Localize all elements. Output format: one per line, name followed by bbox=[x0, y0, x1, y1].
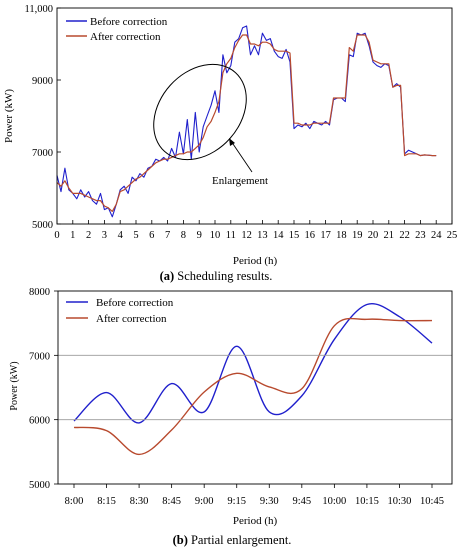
chart-b-x-tick-label: 8:30 bbox=[130, 496, 149, 507]
chart-b-x-tick-label: 8:00 bbox=[65, 496, 84, 507]
chart-a-x-tick-label: 1 bbox=[70, 230, 75, 241]
chart-b-legend: Before correction After correction bbox=[66, 297, 174, 325]
chart-a-x-tick-label: 9 bbox=[197, 230, 202, 241]
chart-a-x-tick-label: 18 bbox=[336, 230, 347, 241]
chart-b-x-tick-label: 9:15 bbox=[227, 496, 246, 507]
caption-b-label: (b) bbox=[173, 533, 188, 547]
caption-b: (b) Partial enlargement. bbox=[173, 533, 292, 547]
chart-a-plot-frame bbox=[56, 7, 453, 225]
chart-b-x-tick-label: 10:45 bbox=[420, 496, 444, 507]
chart-b-y-tick-label: 8000 bbox=[29, 287, 50, 298]
legend-label-after: After correction bbox=[90, 31, 161, 43]
chart-a-x-tick-label: 23 bbox=[415, 230, 426, 241]
enlargement-ellipse bbox=[153, 63, 247, 161]
chart-a-x-tick-label: 15 bbox=[289, 230, 300, 241]
chart-b-x-tick-label: 9:45 bbox=[292, 496, 311, 507]
caption-a: (a) Scheduling results. bbox=[160, 269, 273, 283]
chart-a-x-tick-label: 2 bbox=[86, 230, 91, 241]
chart-a-legend: Before correction After correction bbox=[66, 16, 168, 43]
chart-a-x-tick-label: 24 bbox=[431, 230, 442, 241]
chart-a-x-tick-label: 3 bbox=[102, 230, 107, 241]
chart-a-x-tick-label: 4 bbox=[118, 230, 124, 241]
chart-a: Power (kW) Period (h) Before correction … bbox=[3, 4, 457, 267]
legend-label-after: After correction bbox=[96, 313, 167, 325]
chart-b-x-tick-label: 10:15 bbox=[355, 496, 379, 507]
chart-b-x-tick-label: 10:30 bbox=[387, 496, 411, 507]
chart-a-x-tick-label: 8 bbox=[181, 230, 186, 241]
chart-b-y-tick-label: 5000 bbox=[29, 480, 50, 491]
chart-b-x-tick-label: 10:00 bbox=[322, 496, 346, 507]
chart-b-plot-frame bbox=[57, 290, 453, 485]
chart-a-y-tick-label: 5000 bbox=[32, 220, 53, 231]
chart-a-x-tick-label: 25 bbox=[447, 230, 458, 241]
chart-a-x-tick-label: 5 bbox=[133, 230, 138, 241]
chart-a-x-tick-label: 20 bbox=[368, 230, 379, 241]
chart-a-series-after-line bbox=[56, 34, 437, 212]
chart-a-y-tick-label: 9000 bbox=[32, 76, 53, 87]
enlargement-arrowhead bbox=[229, 138, 235, 146]
chart-b-y-axis-label: Power (kW) bbox=[9, 361, 20, 410]
chart-a-x-tick-label: 0 bbox=[54, 230, 59, 241]
chart-a-y-tick-label: 7000 bbox=[32, 148, 53, 159]
enlargement-label: Enlargement bbox=[212, 175, 268, 187]
caption-a-label: (a) bbox=[160, 269, 175, 283]
caption-b-text: Partial enlargement. bbox=[188, 533, 292, 547]
enlargement-annotation: Enlargement bbox=[153, 63, 268, 187]
chart-a-x-axis-label: Period (h) bbox=[233, 255, 278, 267]
enlargement-arrow bbox=[230, 140, 253, 173]
chart-a-x-tick-label: 19 bbox=[352, 230, 363, 241]
chart-a-y-tick-label: 11,000 bbox=[25, 4, 54, 15]
chart-a-x-tick-label: 22 bbox=[399, 230, 410, 241]
legend-label-before: Before correction bbox=[96, 297, 174, 309]
chart-a-y-axis-label: Power (kW) bbox=[3, 89, 15, 143]
chart-a-x-tick-label: 6 bbox=[149, 230, 154, 241]
chart-a-x-tick-label: 11 bbox=[226, 230, 236, 241]
chart-a-x-tick-label: 7 bbox=[165, 230, 170, 241]
chart-a-x-tick-label: 14 bbox=[273, 230, 284, 241]
chart-a-x-tick-label: 13 bbox=[257, 230, 268, 241]
chart-b-x-tick-label: 9:00 bbox=[195, 496, 214, 507]
caption-a-text: Scheduling results. bbox=[174, 269, 272, 283]
chart-b-x-tick-label: 8:45 bbox=[162, 496, 181, 507]
chart-a-x-tick-label: 12 bbox=[241, 230, 252, 241]
chart-a-series-before-line bbox=[56, 25, 437, 218]
chart-b: Power (kW) Period (h) Before correction … bbox=[9, 287, 453, 527]
chart-a-x-tick-label: 17 bbox=[320, 230, 331, 241]
chart-a-x-tick-label: 16 bbox=[305, 230, 316, 241]
chart-b-x-axis-label: Period (h) bbox=[233, 515, 278, 527]
chart-b-x-tick-label: 9:30 bbox=[260, 496, 279, 507]
chart-a-x-tick-label: 21 bbox=[384, 230, 395, 241]
legend-label-before: Before correction bbox=[90, 16, 168, 28]
chart-b-series-before-line bbox=[73, 303, 433, 424]
chart-a-x-tick-label: 10 bbox=[210, 230, 221, 241]
chart-b-x-tick-label: 8:15 bbox=[97, 496, 116, 507]
chart-b-series-after-line bbox=[73, 317, 433, 456]
chart-b-y-tick-label: 6000 bbox=[29, 416, 50, 427]
chart-b-y-tick-label: 7000 bbox=[29, 351, 50, 362]
